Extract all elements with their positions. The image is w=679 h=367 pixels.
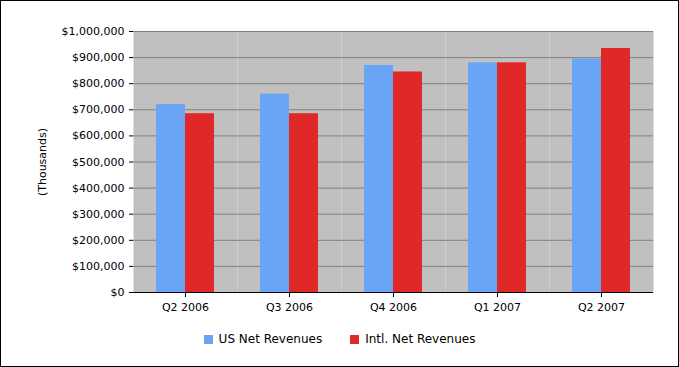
svg-text:Q2 2007: Q2 2007 xyxy=(578,301,625,314)
html-text:Intl. Net Revenues: Intl. Net Revenues xyxy=(365,332,476,346)
svg-text:$1,000,000: $1,000,000 xyxy=(62,25,125,38)
svg-text:$300,000: $300,000 xyxy=(72,208,125,221)
svg-text:$100,000: $100,000 xyxy=(72,260,125,273)
svg-text:$700,000: $700,000 xyxy=(72,103,125,116)
svg-text:$200,000: $200,000 xyxy=(72,234,125,247)
svg-text:$800,000: $800,000 xyxy=(72,77,125,90)
svg-text:$900,000: $900,000 xyxy=(72,51,125,64)
svg-text:$500,000: $500,000 xyxy=(72,156,125,169)
svg-text:$600,000: $600,000 xyxy=(72,129,125,142)
svg-text:$0: $0 xyxy=(111,286,125,299)
svg-text:$400,000: $400,000 xyxy=(72,182,125,195)
svg-text:(Thousands): (Thousands) xyxy=(36,128,49,196)
svg-text:Q1 2007: Q1 2007 xyxy=(474,301,521,314)
svg-text:Q4 2006: Q4 2006 xyxy=(370,301,417,314)
html-text:US Net Revenues: US Net Revenues xyxy=(218,332,323,346)
svg-text:Q3 2006: Q3 2006 xyxy=(266,301,313,314)
svg-text:Q2 2006: Q2 2006 xyxy=(162,301,209,314)
